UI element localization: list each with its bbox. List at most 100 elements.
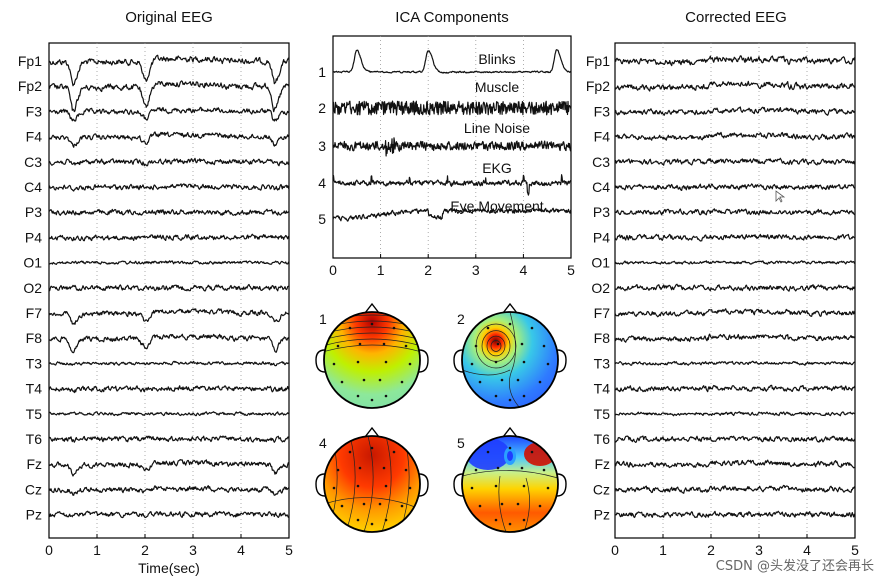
electrode-dot bbox=[496, 342, 500, 346]
electrode-dot bbox=[408, 486, 412, 490]
scalp-map-2: 2 bbox=[453, 302, 567, 409]
traces-original bbox=[48, 54, 290, 519]
electrode-dot bbox=[332, 362, 336, 366]
electrode-dot bbox=[530, 326, 534, 330]
grid-ica bbox=[380, 36, 524, 258]
electrode-dot bbox=[408, 362, 412, 366]
electrode-dot bbox=[392, 326, 396, 330]
electrode-dot bbox=[508, 322, 512, 326]
electrode-dot bbox=[392, 450, 396, 454]
channel-label-fz: Fz bbox=[594, 456, 610, 472]
electrode-dot bbox=[384, 484, 388, 488]
channel-label-fz: Fz bbox=[26, 456, 42, 472]
right-ear-icon bbox=[556, 473, 567, 497]
electrode-dot bbox=[356, 394, 360, 398]
trace-t5 bbox=[614, 411, 856, 417]
channel-label-p3: P3 bbox=[25, 204, 42, 220]
component-index-1: 1 bbox=[318, 64, 326, 80]
trace-cz bbox=[49, 485, 290, 496]
x-tick-label: 4 bbox=[520, 262, 528, 278]
trace-fp1 bbox=[48, 54, 290, 87]
component-index-5: 5 bbox=[318, 211, 326, 227]
grid-original bbox=[96, 43, 242, 538]
electrode-dot bbox=[362, 378, 366, 382]
electrode-dot bbox=[478, 504, 482, 508]
scalp-maps: 1 2 4 5 bbox=[315, 302, 567, 533]
x-tick-label: 5 bbox=[285, 542, 293, 558]
channel-label-t5: T5 bbox=[594, 406, 611, 422]
nose-icon bbox=[364, 302, 380, 314]
trace-f4 bbox=[614, 131, 856, 141]
x-axis-label-original: Time(sec) bbox=[138, 560, 200, 576]
scalp-field bbox=[462, 312, 558, 408]
electrode-dot bbox=[370, 522, 374, 526]
x-ticks-corrected: 0 1 2 3 4 5 bbox=[611, 534, 859, 558]
electrode-dot bbox=[356, 360, 360, 364]
scalp-map-label-5: 5 bbox=[457, 435, 465, 451]
electrode-dot bbox=[340, 380, 344, 384]
channel-label-pz: Pz bbox=[594, 507, 610, 523]
electrode-dot bbox=[358, 466, 362, 470]
channel-label-f8: F8 bbox=[594, 330, 611, 346]
electrode-dot bbox=[348, 326, 352, 330]
nose-icon bbox=[364, 426, 380, 438]
component-trace-2 bbox=[332, 100, 572, 116]
x-tick-label: 0 bbox=[45, 542, 53, 558]
channel-label-o2: O2 bbox=[591, 280, 610, 296]
left-ear-icon bbox=[453, 349, 464, 373]
channel-label-cz: Cz bbox=[593, 481, 610, 497]
x-tick-label: 2 bbox=[707, 542, 715, 558]
electrode-dot bbox=[508, 522, 512, 526]
electrode-dot bbox=[382, 342, 386, 346]
channel-label-f3: F3 bbox=[26, 103, 43, 119]
trace-t3 bbox=[614, 360, 856, 366]
electrode-dot bbox=[356, 518, 360, 522]
x-tick-label: 3 bbox=[755, 542, 763, 558]
electrode-dot bbox=[522, 360, 526, 364]
trace-p3 bbox=[48, 208, 290, 216]
electrode-dot bbox=[474, 344, 478, 348]
right-ear-icon bbox=[418, 473, 429, 497]
channel-label-o1: O1 bbox=[591, 255, 610, 271]
electrode-dot bbox=[486, 326, 490, 330]
right-ear-icon bbox=[418, 349, 429, 373]
x-tick-label: 2 bbox=[424, 262, 432, 278]
channel-label-t3: T3 bbox=[594, 355, 611, 371]
component-name-3: Line Noise bbox=[464, 120, 530, 136]
electrode-dot bbox=[508, 446, 512, 450]
x-tick-label: 0 bbox=[329, 262, 337, 278]
head-outline bbox=[323, 435, 421, 533]
electrode-dot bbox=[378, 502, 382, 506]
channel-label-cz: Cz bbox=[25, 481, 42, 497]
title-original-eeg: Original EEG bbox=[125, 9, 213, 26]
electrode-dot bbox=[538, 380, 542, 384]
electrode-dot bbox=[522, 394, 526, 398]
electrode-dot bbox=[370, 322, 374, 326]
electrode-dot bbox=[516, 502, 520, 506]
x-tick-label: 0 bbox=[611, 542, 619, 558]
electrode-dot bbox=[494, 518, 498, 522]
trace-f8 bbox=[48, 333, 290, 354]
trace-p4 bbox=[614, 233, 856, 242]
trace-c3 bbox=[614, 157, 856, 166]
component-name-1: Blinks bbox=[478, 51, 515, 67]
electrode-dot bbox=[508, 398, 512, 402]
channel-label-fp1: Fp1 bbox=[586, 53, 610, 69]
electrode-dot bbox=[542, 468, 546, 472]
electrode-dot bbox=[400, 380, 404, 384]
trace-c4 bbox=[48, 183, 290, 192]
title-ica-components: ICA Components bbox=[395, 9, 508, 26]
channel-label-c4: C4 bbox=[592, 179, 610, 195]
trace-o2 bbox=[614, 283, 856, 292]
nose-icon bbox=[502, 302, 518, 314]
trace-t6 bbox=[48, 435, 290, 443]
electrode-dot bbox=[370, 446, 374, 450]
channel-label-f4: F4 bbox=[26, 129, 43, 145]
trace-t5 bbox=[48, 411, 290, 417]
channel-label-fp2: Fp2 bbox=[18, 78, 42, 94]
left-ear-icon bbox=[315, 473, 326, 497]
channel-label-f7: F7 bbox=[594, 305, 611, 321]
channel-label-t6: T6 bbox=[26, 431, 43, 447]
left-ear-icon bbox=[453, 473, 464, 497]
